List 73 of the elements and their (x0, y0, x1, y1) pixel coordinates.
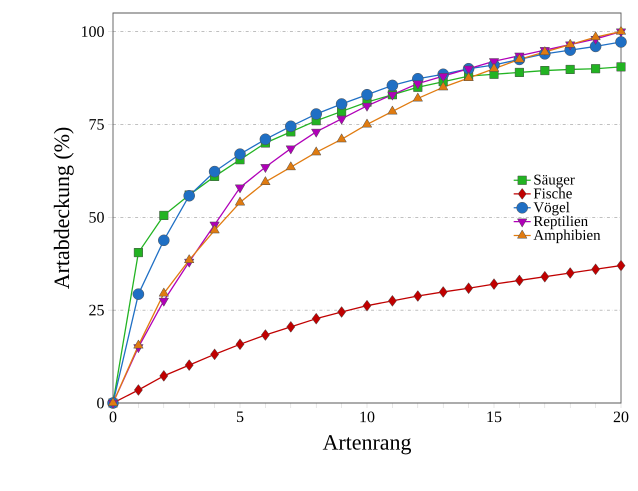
point (566, 267, 575, 279)
point (438, 73, 448, 82)
point (260, 134, 272, 146)
point (388, 295, 397, 307)
point (234, 196, 246, 206)
point (236, 338, 244, 350)
x-tick-label: 15 (487, 412, 502, 422)
point (158, 288, 169, 296)
legend-label: Amphibien (533, 230, 600, 244)
point (464, 66, 474, 74)
point (590, 40, 602, 52)
legend-label: Vögel (534, 202, 570, 216)
point (413, 290, 422, 302)
point (615, 36, 627, 48)
y-tick-label: 0 (97, 398, 104, 408)
point (591, 64, 600, 74)
point (386, 80, 398, 92)
x-tick-label: 10 (360, 412, 374, 422)
point (285, 120, 297, 132)
legend-label: Reptilien (534, 216, 588, 230)
point (514, 68, 524, 77)
x-axis-title: Artenrang (322, 435, 412, 454)
point (591, 264, 600, 276)
point (234, 184, 246, 194)
y-tick-label: 75 (90, 119, 104, 130)
point (361, 88, 373, 100)
point (208, 166, 220, 178)
point (515, 274, 524, 286)
point (133, 340, 144, 348)
point (184, 359, 194, 371)
point (134, 384, 143, 396)
point (159, 210, 168, 220)
point (566, 64, 575, 74)
point (616, 260, 626, 272)
point (540, 66, 550, 76)
point (311, 146, 322, 156)
point (336, 98, 348, 110)
point (286, 321, 296, 333)
point (540, 270, 550, 282)
point (490, 278, 498, 290)
point (336, 134, 347, 142)
point (260, 164, 270, 173)
y-tick-label: 100 (82, 26, 104, 37)
point (184, 254, 194, 263)
point (159, 370, 168, 382)
point (210, 348, 219, 360)
point (412, 80, 423, 90)
point (336, 116, 347, 125)
point (312, 312, 321, 324)
point (438, 286, 448, 298)
point (464, 282, 473, 294)
point (311, 128, 322, 138)
x-tick-label: 5 (236, 412, 244, 422)
point (132, 288, 144, 300)
y-axis-title: Artabdeckung (%) (54, 128, 74, 290)
legend-label: Säuger (534, 174, 575, 188)
point (286, 146, 296, 154)
point (616, 62, 626, 72)
point (261, 329, 270, 341)
x-tick-label: 0 (110, 412, 116, 422)
point (134, 248, 143, 258)
point (286, 161, 296, 170)
point (310, 108, 322, 120)
point (210, 224, 220, 234)
y-tick-label: 50 (89, 212, 104, 223)
x-tick-label: 20 (614, 412, 628, 422)
point (362, 300, 372, 312)
point (362, 102, 372, 112)
legend-label: Fische (534, 188, 572, 198)
point (234, 148, 246, 160)
point (158, 234, 170, 246)
y-tick-label: 25 (89, 304, 104, 316)
point (337, 306, 346, 318)
